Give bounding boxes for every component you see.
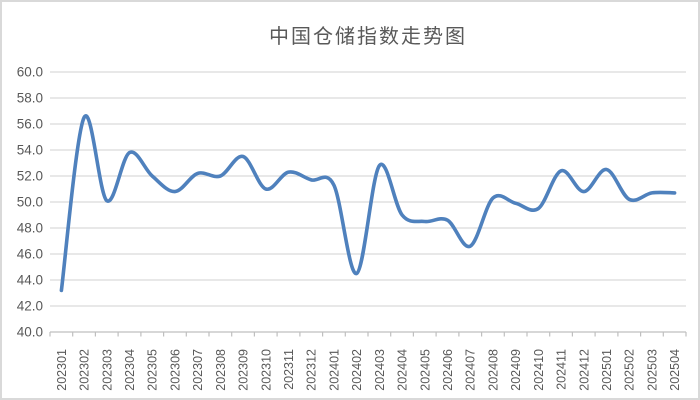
y-tick-label: 40.0 xyxy=(17,325,43,340)
x-tick-label: 202502 xyxy=(623,349,637,391)
x-tick-label: 202410 xyxy=(532,349,546,391)
y-tick-label: 42.0 xyxy=(17,299,43,314)
y-axis-labels: 60.0 58.0 56.0 54.0 52.0 50.0 48.0 46.0 44.0 42.0… xyxy=(17,65,43,340)
x-tick-label: 202403 xyxy=(373,349,387,391)
y-tick-label: 46.0 xyxy=(17,247,43,262)
chart-title: 中国仓储指数走势图 xyxy=(269,24,467,48)
x-tick-label: 202307 xyxy=(191,349,205,391)
x-tick-label: 202405 xyxy=(418,349,432,391)
x-tick-label: 202301 xyxy=(55,349,69,391)
x-tick-label: 202310 xyxy=(259,349,273,391)
x-tick-label: 202503 xyxy=(645,349,659,391)
x-tick-label: 202311 xyxy=(282,349,296,390)
y-tick-label: 50.0 xyxy=(17,195,43,210)
x-tick-label: 202409 xyxy=(509,349,523,391)
x-tick-label: 202501 xyxy=(600,349,614,391)
x-tick-label: 202402 xyxy=(350,349,364,391)
y-tick-label: 44.0 xyxy=(17,273,43,288)
x-tick-label: 202401 xyxy=(327,349,341,391)
x-tick-label: 202303 xyxy=(100,349,114,391)
x-tick-label: 202302 xyxy=(78,349,92,391)
y-tick-label: 58.0 xyxy=(17,91,43,106)
gridlines xyxy=(50,71,686,307)
y-tick-label: 52.0 xyxy=(17,169,43,184)
x-tick-label: 202312 xyxy=(305,349,319,391)
x-axis-tick-marks xyxy=(49,332,687,337)
x-tick-label: 202408 xyxy=(486,349,500,391)
x-tick-label: 202406 xyxy=(441,349,455,391)
x-tick-label: 202305 xyxy=(146,349,160,391)
x-tick-label: 202404 xyxy=(396,349,410,391)
y-tick-label: 56.0 xyxy=(17,117,43,132)
x-tick-label: 202308 xyxy=(214,349,228,391)
x-tick-label: 202309 xyxy=(237,349,251,391)
x-tick-label: 202504 xyxy=(668,349,682,391)
y-tick-label: 54.0 xyxy=(17,143,43,158)
y-tick-label: 60.0 xyxy=(17,65,43,80)
y-tick-label: 48.0 xyxy=(17,221,43,236)
index-series-line xyxy=(59,114,677,293)
x-tick-label: 202306 xyxy=(168,349,182,391)
x-tick-label: 202412 xyxy=(577,349,591,391)
x-axis-labels: 202301 202302 202303 202304 202305 202306 2023… xyxy=(55,349,682,391)
x-tick-label: 202411 xyxy=(555,349,569,390)
x-tick-label: 202407 xyxy=(464,349,478,391)
x-tick-label: 202304 xyxy=(123,349,137,391)
